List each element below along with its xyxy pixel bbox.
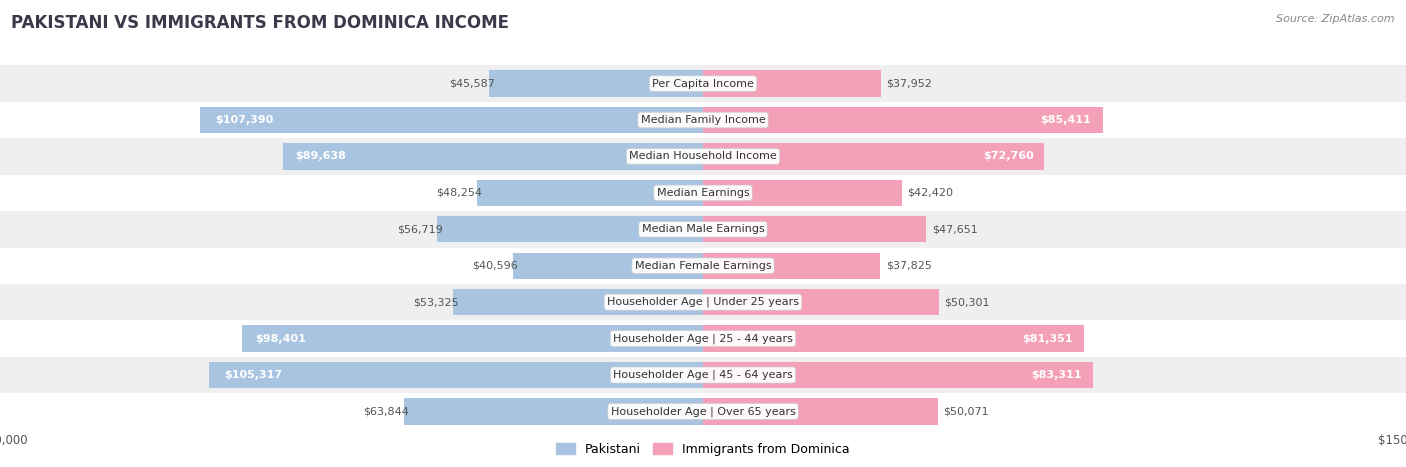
Text: $45,587: $45,587 [449,78,495,89]
Bar [0,393,1406,430]
Text: PAKISTANI VS IMMIGRANTS FROM DOMINICA INCOME: PAKISTANI VS IMMIGRANTS FROM DOMINICA IN… [11,14,509,32]
Bar [703,71,882,97]
Text: Median Male Earnings: Median Male Earnings [641,224,765,234]
Text: $107,390: $107,390 [215,115,273,125]
Text: $47,651: $47,651 [932,224,977,234]
Text: $50,301: $50,301 [945,297,990,307]
Bar [477,180,703,206]
Bar [453,289,703,315]
Text: $72,760: $72,760 [983,151,1033,162]
Bar [0,357,1406,393]
Bar [703,107,1104,133]
Bar [703,216,927,242]
Bar [703,180,901,206]
Text: Median Family Income: Median Family Income [641,115,765,125]
Text: $89,638: $89,638 [295,151,346,162]
Text: Median Household Income: Median Household Income [628,151,778,162]
Bar [703,143,1045,170]
Bar [0,211,1406,248]
Text: $42,420: $42,420 [907,188,953,198]
Bar [0,102,1406,138]
Text: $40,596: $40,596 [472,261,519,271]
Bar [513,253,703,279]
Text: $98,401: $98,401 [256,333,307,344]
Text: $56,719: $56,719 [396,224,443,234]
Text: $50,071: $50,071 [943,406,988,417]
Bar [703,362,1094,388]
Bar [200,107,703,133]
Bar [209,362,703,388]
Text: $37,952: $37,952 [887,78,932,89]
Bar [0,284,1406,320]
Bar [703,398,938,425]
Bar [242,325,703,352]
Bar [0,320,1406,357]
Bar [283,143,703,170]
Bar [0,175,1406,211]
Bar [0,138,1406,175]
Bar [437,216,703,242]
Bar [404,398,703,425]
Bar [0,248,1406,284]
Text: Householder Age | 45 - 64 years: Householder Age | 45 - 64 years [613,370,793,380]
Bar [703,325,1084,352]
Text: Source: ZipAtlas.com: Source: ZipAtlas.com [1277,14,1395,24]
Text: Householder Age | 25 - 44 years: Householder Age | 25 - 44 years [613,333,793,344]
Text: $83,311: $83,311 [1031,370,1081,380]
Text: Median Earnings: Median Earnings [657,188,749,198]
Text: $63,844: $63,844 [364,406,409,417]
Bar [703,253,880,279]
Text: Householder Age | Over 65 years: Householder Age | Over 65 years [610,406,796,417]
Text: $105,317: $105,317 [224,370,283,380]
Text: $53,325: $53,325 [413,297,458,307]
Text: $48,254: $48,254 [436,188,482,198]
Bar [703,289,939,315]
Legend: Pakistani, Immigrants from Dominica: Pakistani, Immigrants from Dominica [551,438,855,461]
Bar [489,71,703,97]
Text: Per Capita Income: Per Capita Income [652,78,754,89]
Text: $85,411: $85,411 [1040,115,1091,125]
Text: Householder Age | Under 25 years: Householder Age | Under 25 years [607,297,799,307]
Text: $37,825: $37,825 [886,261,932,271]
Text: $81,351: $81,351 [1022,333,1073,344]
Text: Median Female Earnings: Median Female Earnings [634,261,772,271]
Bar [0,65,1406,102]
